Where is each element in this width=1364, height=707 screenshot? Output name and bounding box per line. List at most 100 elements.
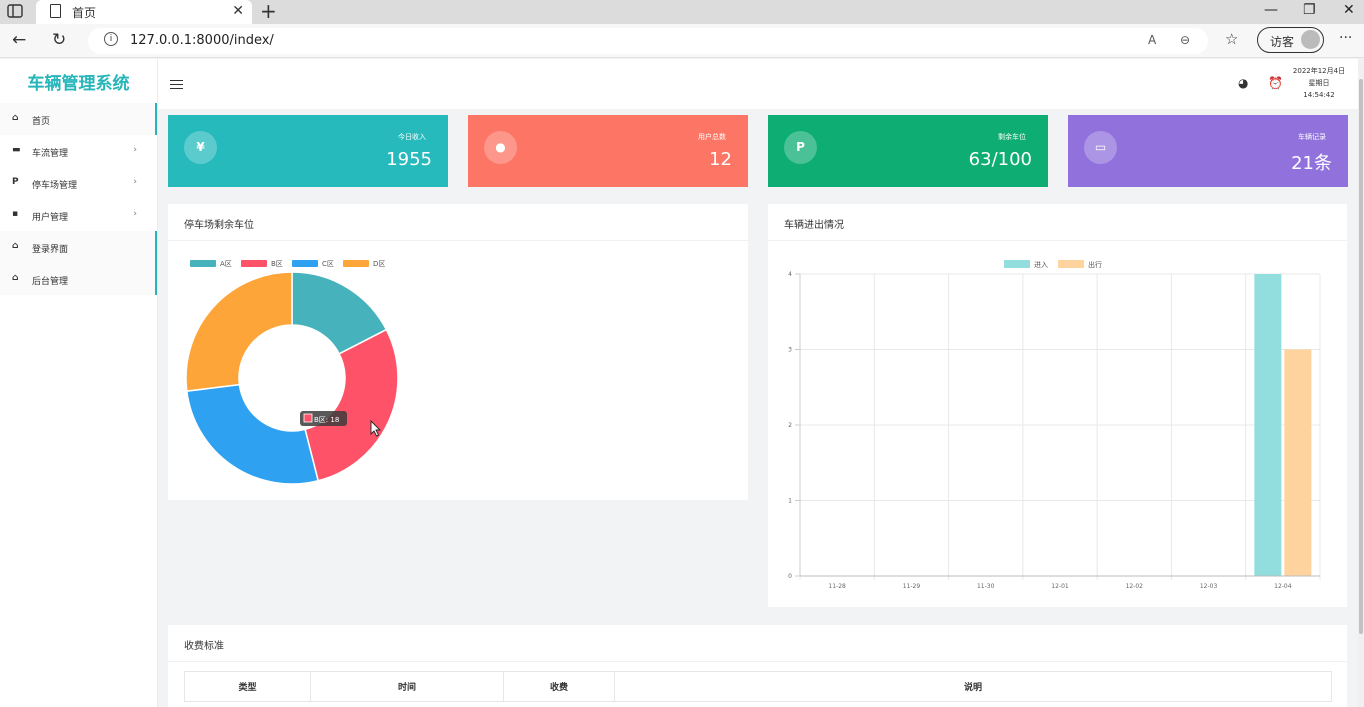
pie-panel-title: 停车场剩余车位 (168, 204, 748, 241)
table-header-row: 类型 时间 收费 说明 (184, 671, 1332, 702)
alarm-icon[interactable]: ⏰ (1268, 76, 1283, 90)
sidebar-item-parking[interactable]: P 停车场管理 › (0, 167, 157, 199)
sidebar-item-label: 首页 (32, 117, 51, 127)
fee-panel: 收费标准 类型 时间 收费 说明 (168, 625, 1347, 707)
read-aloud-icon[interactable]: A (1148, 33, 1157, 47)
tab-close-button[interactable]: ✕ (232, 3, 244, 19)
chevron-right-icon: › (133, 209, 137, 219)
tooltip-text: B区: 18 (314, 416, 339, 424)
legend-label: 出行 (1088, 260, 1102, 269)
legend-label: 进入 (1034, 261, 1048, 269)
window-close-icon[interactable]: ✕ (1343, 2, 1355, 18)
yen-icon: ¥ (184, 131, 217, 164)
chat-icon: ▭ (1084, 131, 1117, 164)
refresh-icon[interactable]: ↻ (52, 30, 67, 50)
page-scrollbar[interactable] (1358, 59, 1364, 707)
user-icon: ▪ (12, 209, 19, 219)
stat-value: 1955 (386, 149, 432, 170)
datetime-display: 2022年12月4日 星期日 14:54:42 (1286, 65, 1352, 101)
weekday-text: 星期日 (1308, 79, 1330, 87)
profile-button[interactable]: 访客 (1257, 27, 1324, 53)
bar[interactable] (1284, 349, 1312, 577)
legend-swatch (241, 260, 267, 267)
tab-actions-icon[interactable] (6, 3, 26, 21)
column-header[interactable]: 说明 (614, 671, 1332, 702)
profile-label: 访客 (1270, 35, 1295, 49)
home-icon: ⌂ (12, 113, 19, 123)
column-header[interactable]: 类型 (184, 671, 311, 702)
restore-icon[interactable]: ❐ (1303, 2, 1316, 18)
sidebar-item-users[interactable]: ▪ 用户管理 › (0, 199, 157, 231)
sidebar-item-label: 停车场管理 (32, 181, 78, 191)
fee-table: 类型 时间 收费 说明 (184, 671, 1332, 702)
pie-chart[interactable]: A区 B区 C区 D区 B区: 18 (168, 242, 748, 500)
pie-panel: 停车场剩余车位 A区 B区 C区 D区 B区: 18 (168, 204, 748, 500)
sidebar-item-login[interactable]: ⌂ 登录界面 (0, 231, 157, 263)
time-text: 14:54:42 (1303, 91, 1335, 99)
stat-value: 21条 (1291, 153, 1332, 174)
sidebar: 车辆管理系统 ⌂ 首页 ▬ 车流管理 › P 停车场管理 › ▪ 用户管理 › … (0, 59, 158, 707)
column-header[interactable]: 时间 (310, 671, 504, 702)
back-arrow-icon[interactable]: ← (12, 30, 27, 50)
scrollbar-thumb[interactable] (1359, 79, 1363, 634)
legend-label: A区 (220, 260, 232, 268)
sidebar-item-traffic[interactable]: ▬ 车流管理 › (0, 135, 157, 167)
sidebar-item-label: 后台管理 (32, 277, 69, 287)
zoom-icon[interactable]: ⊖ (1180, 33, 1191, 47)
bar[interactable] (1254, 274, 1282, 576)
stat-label: 剩余车位 (998, 133, 1026, 141)
browser-menu-icon[interactable]: ··· (1339, 30, 1353, 46)
pie-tooltip: B区: 18 (300, 411, 347, 426)
stat-card-records: ▭ 车辆记录 21条 (1068, 115, 1348, 187)
avatar-icon (1301, 30, 1320, 49)
brand-title: 车辆管理系统 (27, 74, 130, 94)
y-tick-label: 3 (788, 347, 792, 354)
bar-chart[interactable]: 进入 出行 0 1 2 3 4 11-28 11-29 11-30 12-01 12-02 12-03 1… (768, 242, 1347, 607)
column-header[interactable]: 收费 (503, 671, 615, 702)
stat-label: 用户总数 (698, 133, 726, 141)
page-icon (50, 4, 61, 18)
legend-label: D区 (373, 260, 385, 268)
site-info-icon[interactable]: i (104, 32, 118, 46)
url-field[interactable]: i 127.0.0.1:8000/index/ A ⊖ (88, 28, 1208, 54)
bar-panel-title: 车辆进出情况 (768, 204, 1347, 241)
y-tick-label: 1 (788, 498, 792, 505)
sidebar-item-label: 登录界面 (32, 245, 69, 255)
pie-slice[interactable] (185, 271, 293, 393)
palette-icon[interactable]: ◕ (1238, 76, 1249, 90)
legend-label: B区 (271, 260, 283, 268)
legend-swatch (1058, 260, 1084, 268)
sidebar-item-home[interactable]: ⌂ 首页 (0, 103, 157, 135)
legend-swatch (343, 260, 369, 267)
minimize-icon[interactable]: — (1264, 2, 1278, 18)
y-tick-label: 2 (788, 422, 792, 429)
legend-swatch (190, 260, 216, 267)
stat-label: 今日收入 (398, 133, 426, 141)
browser-tab[interactable]: 首页 ✕ (36, 0, 252, 24)
bar-panel: 车辆进出情况 进入 出行 0 1 2 3 4 11-28 11-29 11-30 12-01 12-0… (768, 204, 1347, 607)
browser-tab-bar: 首页 ✕ + — ❐ ✕ (0, 0, 1364, 24)
car-icon: ▬ (12, 145, 21, 155)
legend-swatch (1004, 260, 1030, 268)
stat-value: 12 (709, 149, 732, 170)
pie-slice[interactable] (185, 383, 320, 485)
legend-swatch (292, 260, 318, 267)
stat-card-users: ● 用户总数 12 (468, 115, 748, 187)
mouse-cursor-icon (370, 419, 382, 437)
home-icon: ⌂ (12, 241, 19, 251)
stat-card-spaces: P 剩余车位 63/100 (768, 115, 1048, 187)
date-text: 2022年12月4日 (1292, 67, 1346, 75)
tab-title: 首页 (72, 6, 97, 20)
url-text[interactable]: 127.0.0.1:8000/index/ (130, 33, 274, 48)
stat-card-income: ¥ 今日收入 1955 (168, 115, 448, 187)
parking-icon: P (12, 177, 19, 187)
pie-slice[interactable] (304, 328, 399, 482)
y-tick-label: 4 (788, 271, 792, 278)
x-tick-label: 12-01 (1051, 583, 1069, 590)
favorites-icon[interactable]: ☆ (1225, 30, 1239, 48)
sidebar-item-admin[interactable]: ⌂ 后台管理 (0, 263, 157, 295)
menu-toggle-icon[interactable] (170, 80, 183, 89)
y-tick-label: 0 (788, 573, 792, 580)
new-tab-button[interactable]: + (260, 0, 277, 23)
x-tick-label: 12-03 (1200, 583, 1218, 590)
